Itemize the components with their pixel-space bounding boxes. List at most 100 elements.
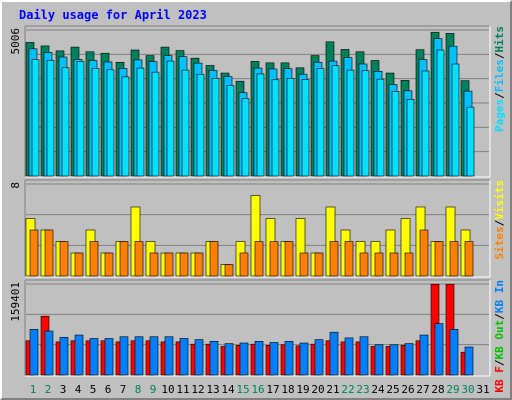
x-tick-label-day-24: 24 xyxy=(371,383,385,396)
bar-pages-day-25 xyxy=(391,91,400,177)
x-tick-label-day-10: 10 xyxy=(161,383,174,396)
x-tick-label-day-29: 29 xyxy=(446,383,459,396)
bar-sites-day-18 xyxy=(284,241,294,277)
panel-visits-ymax-label: 8 xyxy=(9,182,22,189)
legend-separator: / xyxy=(493,92,506,99)
panel-visits-legend: Sites/Visits xyxy=(493,180,506,260)
bar-kb-in-day-30 xyxy=(464,346,474,376)
bar-sites-day-15 xyxy=(239,252,249,277)
bar-pages-day-9 xyxy=(151,71,160,177)
bar-sites-day-8 xyxy=(134,241,144,277)
bar-kb-in-day-13 xyxy=(209,341,219,376)
bar-kb-in-day-29 xyxy=(449,329,459,376)
legend-item-kb-f: KB F xyxy=(493,366,506,393)
bar-sites-day-11 xyxy=(179,252,189,277)
bar-sites-day-23 xyxy=(359,252,369,277)
chart-title: Daily usage for April 2023 xyxy=(19,8,207,22)
bar-pages-day-14 xyxy=(226,85,235,177)
bar-kb-in-day-5 xyxy=(89,338,99,376)
bar-pages-day-26 xyxy=(406,98,415,177)
bar-sites-day-7 xyxy=(119,241,129,277)
bar-kb-in-day-23 xyxy=(359,336,369,376)
bar-kb-in-day-3 xyxy=(59,337,69,376)
legend-item-hits: Hits xyxy=(493,26,506,53)
bar-pages-day-8 xyxy=(136,67,145,177)
x-tick-label-day-16: 16 xyxy=(251,383,264,396)
bar-kb-in-day-15 xyxy=(239,342,249,376)
bar-pages-day-10 xyxy=(166,60,175,177)
bar-kb-in-day-25 xyxy=(389,344,399,376)
x-tick-label-day-28: 28 xyxy=(431,383,444,396)
x-tick-label-day-3: 3 xyxy=(60,383,67,396)
x-tick-label-day-8: 8 xyxy=(135,383,142,396)
x-tick-label-day-27: 27 xyxy=(416,383,429,396)
bar-kb-in-day-24 xyxy=(374,344,384,376)
bar-pages-day-21 xyxy=(331,65,340,177)
bar-kb-in-day-17 xyxy=(269,342,279,376)
bar-kb-in-day-4 xyxy=(74,334,84,376)
bar-pages-day-17 xyxy=(271,79,280,177)
bar-pages-day-13 xyxy=(211,77,220,177)
legend-separator: / xyxy=(493,359,506,366)
bar-sites-day-22 xyxy=(344,241,354,277)
bar-pages-day-29 xyxy=(451,63,460,177)
bar-sites-day-6 xyxy=(104,252,114,277)
bar-kb-in-day-27 xyxy=(419,334,429,376)
bar-pages-day-22 xyxy=(346,69,355,177)
x-tick-label-day-2: 2 xyxy=(45,383,52,396)
bar-kb-in-day-7 xyxy=(119,336,129,376)
bar-pages-day-24 xyxy=(376,78,385,177)
x-tick-label-day-12: 12 xyxy=(191,383,204,396)
bar-pages-day-20 xyxy=(316,68,325,177)
x-tick-label-day-15: 15 xyxy=(236,383,249,396)
legend-item-pages: Pages xyxy=(493,99,506,132)
panel-requests-legend: Pages/Files/Hits xyxy=(493,26,506,132)
bar-pages-day-2 xyxy=(46,60,55,177)
bar-sites-day-19 xyxy=(299,252,309,277)
bar-kb-in-day-2 xyxy=(44,330,54,376)
bar-kb-in-day-20 xyxy=(314,339,324,376)
bar-pages-day-12 xyxy=(196,73,205,177)
bar-pages-day-15 xyxy=(241,98,250,177)
bar-sites-day-9 xyxy=(149,252,159,277)
x-tick-label-day-1: 1 xyxy=(30,383,37,396)
bar-kb-in-day-6 xyxy=(104,338,114,376)
bar-sites-day-30 xyxy=(464,241,474,277)
bar-sites-day-14 xyxy=(224,264,234,277)
bar-pages-day-7 xyxy=(121,76,130,177)
bar-pages-day-4 xyxy=(76,61,85,177)
bar-kb-in-day-12 xyxy=(194,339,204,376)
bar-pages-day-16 xyxy=(256,73,265,177)
legend-item-sites: Sites xyxy=(493,226,506,259)
bar-kb-in-day-9 xyxy=(149,336,159,376)
bar-kb-in-day-21 xyxy=(329,331,339,376)
bar-sites-day-28 xyxy=(434,241,444,277)
legend-separator: / xyxy=(493,219,506,226)
x-tick-label-day-4: 4 xyxy=(75,383,82,396)
bar-kb-in-day-10 xyxy=(164,336,174,376)
legend-separator: / xyxy=(493,313,506,320)
x-tick-label-day-14: 14 xyxy=(221,383,235,396)
bar-sites-day-2 xyxy=(44,229,54,277)
x-tick-label-day-20: 20 xyxy=(311,383,324,396)
legend-item-visits: Visits xyxy=(493,180,506,220)
bar-pages-day-28 xyxy=(436,49,445,177)
x-tick-label-day-31: 31 xyxy=(476,383,489,396)
legend-item-kb-out: KB Out xyxy=(493,320,506,360)
x-tick-label-day-30: 30 xyxy=(461,383,474,396)
bar-pages-day-1 xyxy=(31,59,40,177)
bar-pages-day-27 xyxy=(421,70,430,177)
bar-sites-day-12 xyxy=(194,252,204,277)
bar-sites-day-25 xyxy=(389,252,399,277)
bar-pages-day-18 xyxy=(286,77,295,177)
bar-sites-day-17 xyxy=(269,241,279,277)
x-tick-label-day-13: 13 xyxy=(206,383,219,396)
bar-pages-day-11 xyxy=(181,69,190,177)
bar-kb-in-day-1 xyxy=(29,329,39,376)
x-tick-label-day-26: 26 xyxy=(401,383,414,396)
x-tick-label-day-18: 18 xyxy=(281,383,294,396)
bar-kb-in-day-19 xyxy=(299,342,309,376)
x-tick-label-day-21: 21 xyxy=(326,383,339,396)
bar-sites-day-1 xyxy=(29,229,39,277)
